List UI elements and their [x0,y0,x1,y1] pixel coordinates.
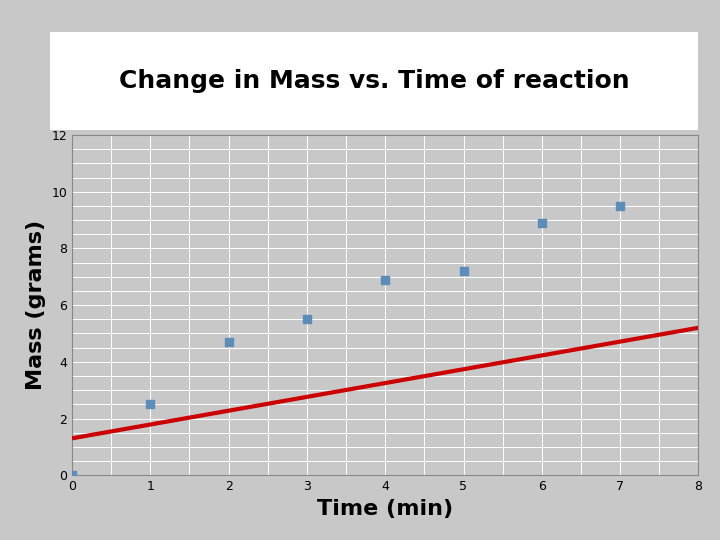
Point [301,315,312,323]
Y-axis label: Mass (grams): Mass (grams) [26,220,45,390]
Point [614,201,626,210]
Text: Change in Mass vs. Time of reaction: Change in Mass vs. Time of reaction [119,69,630,93]
Point [66,471,78,480]
Point [223,338,235,346]
FancyBboxPatch shape [18,28,720,134]
Point [379,275,391,284]
Point [145,400,156,409]
Point [458,267,469,275]
Point [536,219,547,227]
X-axis label: Time (min): Time (min) [317,498,454,518]
